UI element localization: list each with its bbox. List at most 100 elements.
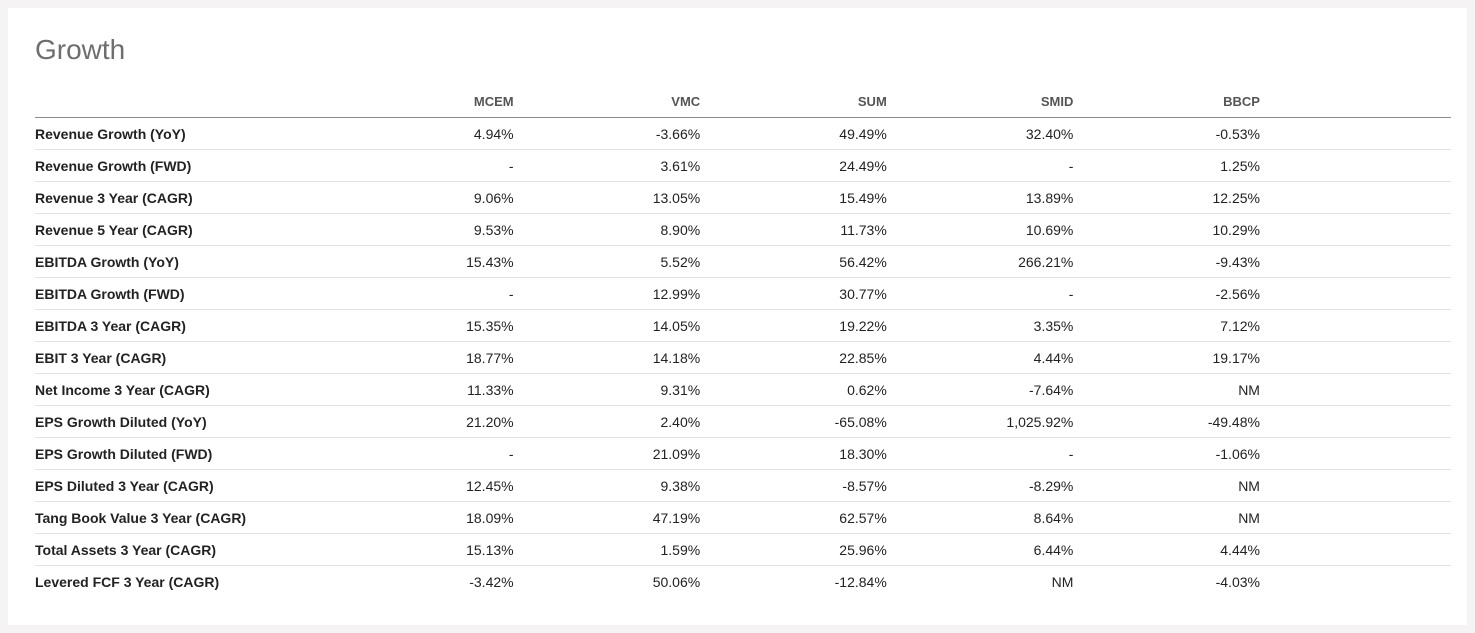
table-row: Levered FCF 3 Year (CAGR) -3.42% 50.06% -12… <box>35 566 1451 598</box>
row-spacer <box>1259 405 1451 438</box>
cell-value: 22.85% <box>700 341 887 374</box>
table-row: Net Income 3 Year (CAGR) 11.33% 9.31% 0.62%… <box>35 373 1451 406</box>
cell-value: 13.05% <box>513 181 701 214</box>
table-row: EPS Growth Diluted (FWD) -21.09% 18.30% - -1… <box>35 437 1451 470</box>
row-spacer <box>1259 181 1451 214</box>
section-title: Growth <box>35 34 126 65</box>
cell-value: 1.25% <box>1073 149 1260 182</box>
column-header[interactable]: MCEM <box>327 86 514 118</box>
growth-table: MCEM VMC SUM SMID BBCP Revenue Growth (Y… <box>35 86 1451 597</box>
cell-value: - <box>886 277 1074 310</box>
header-metric <box>35 86 327 118</box>
column-header[interactable]: BBCP <box>1073 86 1260 118</box>
row-spacer <box>1259 149 1451 182</box>
cell-value: 12.99% <box>513 277 701 310</box>
cell-value: 1.59% <box>513 533 701 566</box>
cell-value: 47.19% <box>513 501 701 534</box>
cell-value: 3.61% <box>513 149 701 182</box>
row-label: Levered FCF 3 Year (CAGR) <box>35 573 220 590</box>
row-spacer <box>1259 533 1451 566</box>
header-spacer <box>1259 86 1451 118</box>
cell-value: 14.18% <box>513 341 701 374</box>
cell-value: 9.06% <box>327 181 514 214</box>
cell-value: 6.44% <box>886 533 1074 566</box>
table-row: EPS Growth Diluted (YoY) 21.20% 2.40% -65.0… <box>35 405 1451 438</box>
cell-value: 21.09% <box>513 437 701 470</box>
cell-value: - <box>327 437 514 470</box>
row-label: EPS Growth Diluted (YoY) <box>35 405 327 438</box>
cell-value: 8.64% <box>886 501 1074 534</box>
cell-value: 2.40% <box>513 405 701 438</box>
row-spacer <box>1259 117 1451 150</box>
cell-value: - <box>886 437 1074 470</box>
cell-value: NM <box>1073 469 1260 502</box>
cell-value: 12.25% <box>1073 181 1260 214</box>
table-row: EBITDA Growth (YoY) 15.43% 5.52% 56.42% 266.… <box>35 245 1451 278</box>
cell-value: -8.29% <box>886 469 1074 502</box>
row-spacer <box>1259 341 1451 374</box>
cell-value: -2.56% <box>1073 277 1260 310</box>
cell-value: 10.29% <box>1073 213 1260 246</box>
cell-value: 7.12% <box>1073 309 1260 342</box>
row-spacer <box>1259 437 1451 470</box>
cell-value: 10.69% <box>886 213 1074 246</box>
row-spacer <box>1259 373 1451 406</box>
row-spacer <box>1259 245 1451 278</box>
table-row: EBITDA 3 Year (CAGR) 15.35% 14.05% 19.22% 3.… <box>35 309 1451 342</box>
column-header[interactable]: SMID <box>886 86 1074 118</box>
cell-value: 19.22% <box>700 309 887 342</box>
row-label: EBITDA Growth (YoY) <box>35 245 327 278</box>
cell-value: 8.90% <box>513 213 701 246</box>
cell-value: 9.31% <box>513 373 701 406</box>
cell-value: 15.35% <box>327 309 514 342</box>
cell-value: 1,025.92% <box>886 405 1074 438</box>
row-label: Revenue Growth (FWD) <box>35 149 327 182</box>
cell-value: -8.57% <box>700 469 887 502</box>
cell-value: 32.40% <box>886 117 1074 150</box>
table-row: EPS Diluted 3 Year (CAGR) 12.45% 9.38% -8.5… <box>35 469 1451 502</box>
cell-value: -4.03% <box>1215 573 1260 590</box>
cell-value: 18.09% <box>327 501 514 534</box>
cell-value: NM <box>1073 373 1260 406</box>
cell-value: NM <box>1051 573 1074 590</box>
row-spacer <box>1259 277 1451 310</box>
table-row: Revenue 3 Year (CAGR) 9.06% 13.05% 15.49% 13… <box>35 181 1451 214</box>
cell-value: 15.49% <box>700 181 887 214</box>
cell-value: 18.30% <box>700 437 887 470</box>
row-label: EPS Growth Diluted (FWD) <box>35 437 327 470</box>
cell-value: 4.44% <box>886 341 1074 374</box>
table-row: Revenue Growth (YoY) 4.94% -3.66% 49.49% 32.… <box>35 117 1451 150</box>
cell-value: 4.94% <box>327 117 514 150</box>
cell-value: NM <box>1073 501 1260 534</box>
cell-value: 266.21% <box>886 245 1074 278</box>
row-label: EBITDA 3 Year (CAGR) <box>35 309 327 342</box>
growth-card: Growth MCEM VMC SUM SMID BBCP Revenue Gr… <box>8 8 1467 625</box>
cell-value: - <box>886 149 1074 182</box>
row-spacer <box>1260 566 1451 598</box>
cell-value: 24.49% <box>700 149 887 182</box>
column-header[interactable]: VMC <box>513 86 701 118</box>
cell-value: 11.33% <box>327 373 514 406</box>
table-body: Revenue Growth (YoY) 4.94% -3.66% 49.49% 32.… <box>35 117 1451 598</box>
cell-value: -65.08% <box>700 405 887 438</box>
cell-value: 15.43% <box>327 245 514 278</box>
cell-value: - <box>327 149 514 182</box>
cell-value: 56.42% <box>700 245 887 278</box>
row-label: Revenue Growth (YoY) <box>35 117 327 150</box>
cell-value: 13.89% <box>886 181 1074 214</box>
cell-value: 5.52% <box>513 245 701 278</box>
cell-value: -12.84% <box>834 573 887 590</box>
row-spacer <box>1259 501 1451 534</box>
cell-value: 25.96% <box>700 533 887 566</box>
row-spacer <box>1259 469 1451 502</box>
column-header[interactable]: SUM <box>700 86 887 118</box>
cell-value: 4.44% <box>1073 533 1260 566</box>
row-spacer <box>1259 213 1451 246</box>
cell-value: 19.17% <box>1073 341 1260 374</box>
cell-value: 9.38% <box>513 469 701 502</box>
row-label: Net Income 3 Year (CAGR) <box>35 373 327 406</box>
cell-value: - <box>327 277 514 310</box>
cell-value: 18.77% <box>327 341 514 374</box>
row-label: Revenue 5 Year (CAGR) <box>35 213 327 246</box>
cell-value: 15.13% <box>327 533 514 566</box>
